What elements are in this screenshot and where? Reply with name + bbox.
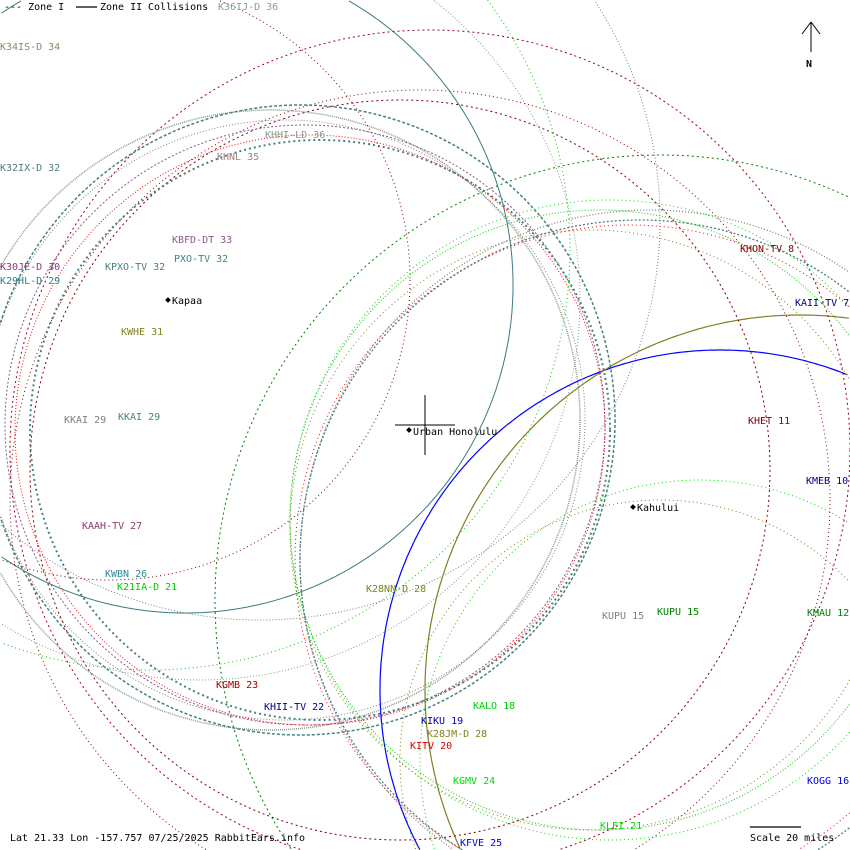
scale-label: Scale 20 miles <box>750 833 834 844</box>
legend-collisions: Collisions <box>148 2 208 13</box>
station-label[interactable]: KMEB 10 <box>806 476 848 487</box>
station-label[interactable]: KHET 11 <box>748 416 790 427</box>
station-label[interactable]: KUPU 15 <box>602 611 644 622</box>
station-label[interactable]: KAII-TV 7 <box>795 298 849 309</box>
city-label: Kapaa <box>172 296 202 307</box>
station-label[interactable]: K28JM-D 28 <box>427 729 487 740</box>
north-label: N <box>806 59 812 70</box>
coverage-contour <box>0 1 661 621</box>
coverage-contour <box>299 219 850 850</box>
station-label[interactable]: KHHI-LD 36 <box>265 130 325 141</box>
station-label[interactable]: KHON-TV 8 <box>740 244 794 255</box>
station-label[interactable]: K21IA-D 21 <box>117 582 177 593</box>
city-marker-icon <box>165 297 171 303</box>
station-label[interactable]: KPXO-TV 32 <box>105 262 165 273</box>
station-label[interactable]: KITV 20 <box>410 741 452 752</box>
crosshair-icon <box>395 395 455 455</box>
station-label[interactable]: KALO 18 <box>473 701 515 712</box>
station-label[interactable]: K30JE-D 30 <box>0 262 60 273</box>
station-label[interactable]: K29HL-D 29 <box>0 276 60 287</box>
coverage-contour <box>299 209 849 849</box>
hidden-station-label: K36IJ-D 36 <box>218 2 278 13</box>
city-urban-honolulu: Urban Honolulu <box>406 427 497 438</box>
station-label[interactable]: KMAU 12 <box>807 608 849 619</box>
station-label[interactable]: KHII-TV 22 <box>264 702 324 713</box>
coverage-contour <box>419 479 849 849</box>
city-kahului: Kahului <box>630 503 679 514</box>
coverage-contour <box>1 0 514 614</box>
station-label[interactable]: KKAI 29 <box>64 415 106 426</box>
station-label[interactable]: KHNL 35 <box>217 152 259 163</box>
station-label[interactable]: KBFD-DT 33 <box>172 235 232 246</box>
station-label[interactable]: PXO-TV 32 <box>174 254 228 265</box>
coverage-contour <box>29 99 771 841</box>
station-label[interactable]: KWHE 31 <box>121 327 163 338</box>
coverage-contour <box>424 314 849 849</box>
city-kapaa: Kapaa <box>165 296 202 307</box>
station-label[interactable]: KKAI 29 <box>118 412 160 423</box>
city-marker-icon <box>630 504 636 510</box>
station-label[interactable]: KIKU 19 <box>421 716 463 727</box>
station-label[interactable]: KOGG 16 <box>807 776 849 787</box>
coverage-contour <box>0 0 411 581</box>
coverage-contour <box>379 349 848 850</box>
station-label[interactable]: KLEI 21 <box>600 821 642 832</box>
coverage-contour <box>2 0 571 671</box>
north-arrow-icon <box>801 21 821 52</box>
station-label[interactable]: KAAH-TV 27 <box>82 521 142 532</box>
station-label[interactable]: KGMV 24 <box>453 776 495 787</box>
city-label: Kahului <box>637 503 679 514</box>
coverage-contour <box>214 154 849 850</box>
station-label[interactable]: KWBN 26 <box>105 569 147 580</box>
coverage-contour <box>399 499 849 850</box>
station-label[interactable]: KGMB 23 <box>216 680 258 691</box>
coverage-contour <box>0 109 581 731</box>
coverage-contour <box>294 224 850 850</box>
city-marker-icon <box>406 427 412 433</box>
coverage-contour <box>1 0 581 681</box>
status-line: Lat 21.33 Lon -157.757 07/25/2025 Rabbit… <box>10 833 305 844</box>
station-label[interactable]: KUPU 15 <box>657 607 699 618</box>
station-label[interactable]: K34IS-D 34 <box>0 42 60 53</box>
legend-zone1: --- Zone I <box>4 2 64 13</box>
station-label[interactable]: K28NN-D 28 <box>366 584 426 595</box>
city-label: Urban Honolulu <box>413 427 497 438</box>
coverage-contour <box>289 199 850 841</box>
station-label[interactable]: K32IX-D 32 <box>0 163 60 174</box>
coverage-contour <box>289 229 850 831</box>
coverage-contour <box>9 89 831 850</box>
legend-zone2: Zone II <box>100 2 142 13</box>
station-labels: K34IS-D 34 K32IX-D 32 KHHI-LD 36 KHNL 35 KBF… <box>0 42 849 849</box>
coverage-contour <box>289 209 850 831</box>
coverage-contour <box>0 104 616 736</box>
coverage-contour <box>29 139 611 721</box>
station-label[interactable]: KFVE 25 <box>460 838 502 849</box>
